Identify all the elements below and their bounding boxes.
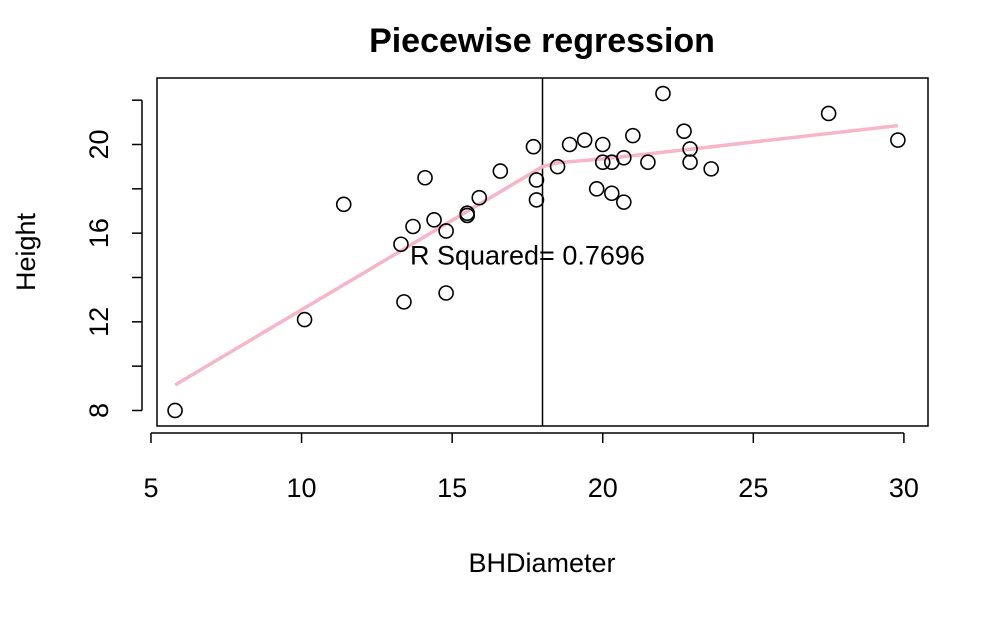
- data-point: [682, 154, 698, 171]
- r-squared-annotation: R Squared= 0.7696: [410, 240, 645, 270]
- x-tick-label: 25: [738, 473, 768, 503]
- data-point: [820, 105, 837, 122]
- x-axis: 5 10 15 20 25 30: [143, 432, 919, 503]
- data-points: [167, 85, 906, 419]
- data-point: [655, 85, 671, 102]
- data-point: [167, 402, 183, 419]
- data-point: [528, 192, 545, 208]
- y-tick-label: 20: [84, 129, 114, 159]
- data-point: [335, 196, 352, 213]
- fit-line: [174, 123, 899, 387]
- x-tick-label: 5: [143, 473, 158, 503]
- x-tick-label: 10: [287, 473, 317, 503]
- data-point: [396, 294, 412, 310]
- data-point: [616, 149, 632, 166]
- data-point: [459, 205, 476, 222]
- data-point: [703, 161, 719, 177]
- data-point: [438, 285, 454, 301]
- data-point: [405, 218, 421, 235]
- x-tick-label: 20: [588, 473, 618, 503]
- data-point: [426, 212, 442, 228]
- data-point: [890, 132, 906, 148]
- x-axis-label: BHDiameter: [468, 548, 615, 578]
- data-point: [594, 136, 611, 153]
- y-tick-label: 8: [84, 403, 114, 418]
- chart-title: Piecewise regression: [369, 22, 715, 60]
- data-point: [492, 163, 509, 179]
- data-point: [296, 311, 313, 328]
- data-point: [616, 194, 632, 210]
- y-axis-label: Height: [11, 212, 41, 291]
- data-point: [625, 127, 641, 144]
- x-tick-label: 30: [889, 473, 919, 503]
- data-point: [603, 185, 620, 202]
- data-point: [588, 181, 605, 197]
- x-tick-label: 15: [437, 473, 467, 503]
- data-point: [528, 172, 545, 188]
- data-point: [417, 169, 433, 186]
- data-point: [640, 154, 656, 171]
- y-tick-label: 16: [84, 218, 114, 248]
- y-tick-label: 12: [84, 307, 114, 337]
- data-point: [561, 136, 578, 153]
- y-axis: 8 12 16 20: [84, 99, 143, 418]
- data-point: [438, 223, 454, 239]
- data-point: [576, 132, 593, 148]
- data-point: [525, 138, 542, 155]
- data-point: [676, 123, 692, 139]
- data-point: [393, 236, 409, 253]
- data-point: [594, 154, 611, 171]
- data-point: [549, 158, 566, 175]
- data-point: [471, 189, 488, 206]
